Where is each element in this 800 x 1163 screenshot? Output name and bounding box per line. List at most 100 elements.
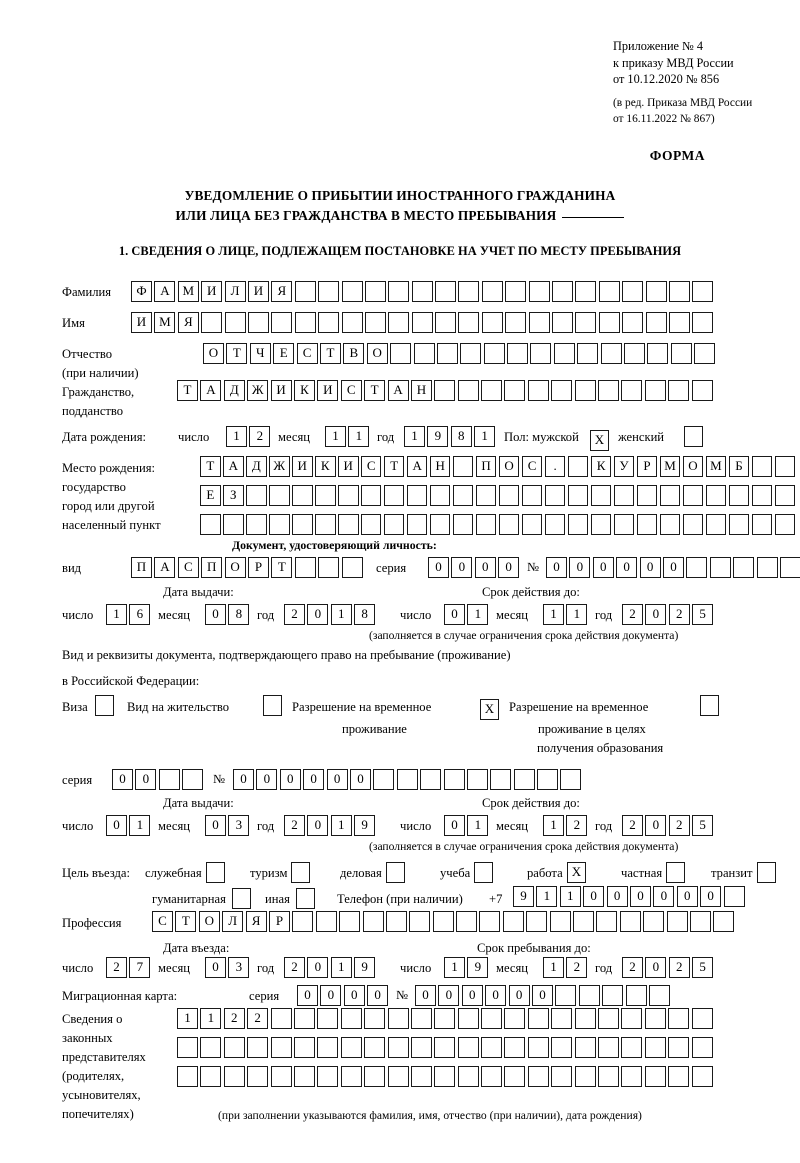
representatives-2-cell-22[interactable] [668,1037,690,1058]
stay-day-cell-2[interactable]: 9 [467,957,489,978]
birthplace-2-cell-8[interactable] [360,485,382,506]
birthplace-1-cell-19[interactable]: У [613,456,635,477]
patronymic-cell-2[interactable]: Т [226,343,248,364]
patronymic-cell-11[interactable] [436,343,458,364]
birthplace-2-cell-15[interactable] [521,485,543,506]
representatives-1-cell-11[interactable] [410,1008,432,1029]
birthplace-1-cell-7[interactable]: И [337,456,359,477]
profession-cell-25[interactable] [713,911,735,932]
permit-number-cell-7[interactable] [373,769,395,790]
birth-year-cell-4[interactable]: 1 [474,426,496,447]
permit-valid-day-cell-1[interactable]: 0 [444,815,465,836]
representatives-1-cell-20[interactable] [621,1008,643,1029]
permit-issue-year-cell-3[interactable]: 1 [330,815,352,836]
representatives-2-cell-20[interactable] [621,1037,643,1058]
birthplace-2-cell-25[interactable] [751,485,773,506]
permit-issue-year-cell-1[interactable]: 2 [284,815,305,836]
representatives-1-cell-15[interactable] [504,1008,526,1029]
representatives-1-cell-16[interactable] [527,1008,549,1029]
birth-year-cell-1[interactable]: 1 [404,426,425,447]
document-type-cell-10[interactable] [341,557,363,578]
permit-series-cell-2[interactable]: 0 [135,769,157,790]
representatives-1-cell-3[interactable]: 2 [223,1008,245,1029]
patronymic-cell-16[interactable] [553,343,575,364]
birthplace-3-cell-13[interactable] [475,514,497,535]
birthplace-1-cell-9[interactable]: Т [383,456,405,477]
patronymic-cell-3[interactable]: Ч [249,343,271,364]
surname-cell-2[interactable]: А [154,281,176,302]
birthplace-3-cell-1[interactable] [200,514,221,535]
document-series-cell-4[interactable]: 0 [498,557,520,578]
birthplace-3-cell-2[interactable] [222,514,244,535]
identity-issue-day-cell-2[interactable]: 6 [129,604,151,625]
citizenship-cell-16[interactable] [527,380,549,401]
document-type-cell-6[interactable]: Р [247,557,269,578]
name-cell-14[interactable] [435,312,457,333]
birthplace-1-cell-24[interactable]: Б [728,456,750,477]
document-number-cell-2[interactable]: 0 [569,557,591,578]
profession-cell-4[interactable]: Л [222,911,244,932]
patronymic-cell-19[interactable] [624,343,646,364]
birthplace-1-cell-25[interactable] [751,456,773,477]
representatives-3-cell-11[interactable] [410,1066,432,1087]
representatives-1-cell-14[interactable] [481,1008,503,1029]
purpose-option-checkbox-частная[interactable] [666,862,685,883]
permit-number-cell-3[interactable]: 0 [279,769,301,790]
birthplace-2-cell-21[interactable] [659,485,681,506]
document-type-cell-2[interactable]: А [154,557,176,578]
birthplace-3-cell-10[interactable] [406,514,428,535]
identity-issue-month-cell-1[interactable]: 0 [205,604,226,625]
sex-male-checkbox[interactable]: X [590,430,609,451]
permit-issue-day-cell-1[interactable]: 0 [106,815,127,836]
surname-cell-7[interactable]: Я [271,281,293,302]
birthplace-1-cell-8[interactable]: С [360,456,382,477]
document-number-cell-9[interactable] [733,557,755,578]
birthplace-1-cell-16[interactable]: . [544,456,566,477]
identity-issue-year-cell-3[interactable]: 1 [330,604,352,625]
birthplace-2-cell-7[interactable] [337,485,359,506]
identity-issue-day-cell-1[interactable]: 1 [106,604,127,625]
representatives-2-cell-12[interactable] [434,1037,456,1058]
representatives-1-cell-17[interactable] [551,1008,573,1029]
document-type-cell-1[interactable]: П [131,557,152,578]
permit-number-cell-6[interactable]: 0 [349,769,371,790]
name-cell-19[interactable] [552,312,574,333]
birthplace-2-cell-17[interactable] [567,485,589,506]
representatives-3-cell-12[interactable] [434,1066,456,1087]
birth-month-cell-1[interactable]: 1 [325,426,346,447]
phone-cell-1[interactable]: 9 [513,886,534,907]
citizenship-cell-22[interactable] [668,380,690,401]
representatives-3-cell-9[interactable] [364,1066,386,1087]
migration-number-cell-10[interactable] [625,985,647,1006]
citizenship-cell-17[interactable] [551,380,573,401]
birthplace-row-3[interactable] [200,514,796,535]
profession-cell-19[interactable] [573,911,595,932]
patronymic-cell-17[interactable] [577,343,599,364]
citizenship-cell-13[interactable] [457,380,479,401]
name-cell-2[interactable]: М [154,312,176,333]
document-number-cell-4[interactable]: 0 [616,557,638,578]
citizenship-cell-9[interactable]: Т [364,380,386,401]
citizenship-cell-11[interactable]: Н [410,380,432,401]
migration-number-cell-8[interactable] [578,985,600,1006]
edu-residence-checkbox[interactable] [700,695,719,716]
temp-residence-checkbox[interactable]: X [480,699,499,720]
migration-number-cell-4[interactable]: 0 [485,985,507,1006]
surname-cell-24[interactable] [668,281,690,302]
entry-year-cell-3[interactable]: 1 [330,957,352,978]
citizenship-cell-7[interactable]: И [317,380,339,401]
patronymic-cell-10[interactable] [413,343,435,364]
migration-number-cell-5[interactable]: 0 [508,985,530,1006]
document-type-cell-7[interactable]: Т [271,557,293,578]
migration-series-cell-1[interactable]: 0 [297,985,318,1006]
surname-cell-22[interactable] [622,281,644,302]
